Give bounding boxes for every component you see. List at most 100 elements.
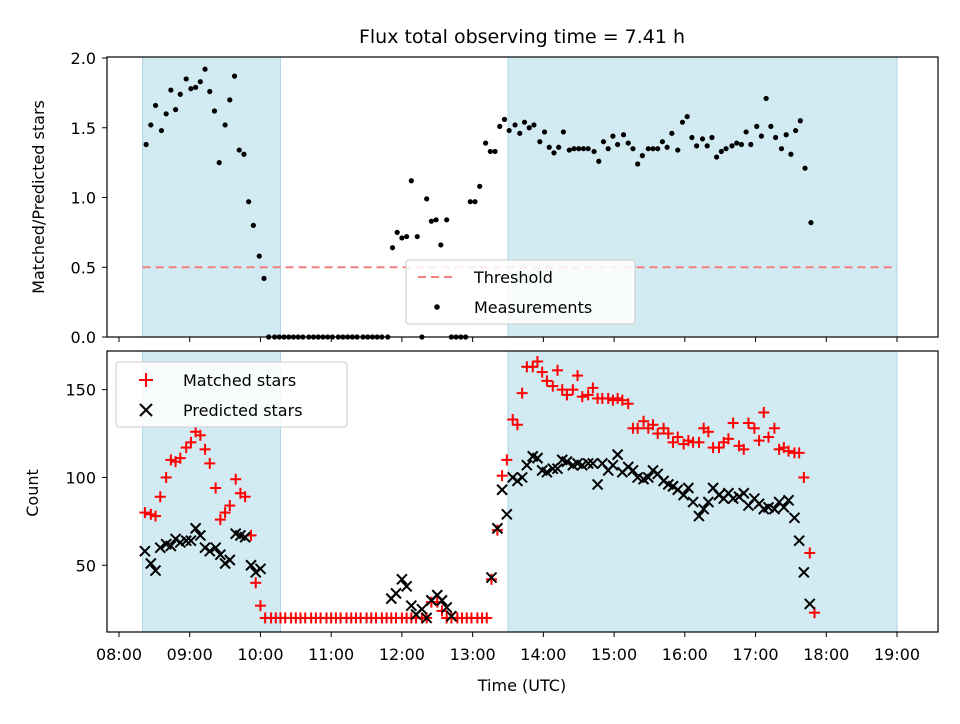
measurement-point	[610, 133, 616, 139]
measurement-point	[163, 111, 169, 117]
measurement-point	[709, 134, 715, 141]
predicted-star-point	[145, 557, 157, 570]
predicted-star-point	[561, 455, 573, 468]
measurement-point	[168, 87, 174, 93]
matched-stars-points	[139, 356, 820, 624]
x-tick-label: 19:00	[874, 645, 920, 664]
measurement-point	[428, 218, 434, 224]
x-tick-label: 17:00	[732, 645, 778, 664]
measurement-point	[793, 127, 799, 134]
measurement-point	[797, 118, 803, 124]
measurement-point	[236, 147, 242, 153]
measurement-point	[404, 233, 410, 240]
measurement-point	[541, 129, 548, 135]
matched-star-point	[491, 524, 503, 536]
measurement-point	[600, 139, 607, 145]
matched-star-point	[180, 442, 192, 454]
top-panel: 0.0 0.5 1.0 1.5 2.0 Flux total observing tim…	[29, 26, 939, 347]
bottom-plot-frame	[106, 350, 939, 633]
matched-star-point	[607, 394, 619, 406]
y-tick-label: 2.0	[71, 49, 96, 68]
predicted-star-point	[591, 478, 604, 491]
predicted-star-point	[400, 580, 413, 593]
bottom-x-ticks: 08:00 09:00 10:00 11:00 12:00 13:00 14:00 15:00…	[96, 632, 920, 664]
y-tick-label: 0.5	[71, 258, 96, 277]
measurement-point	[414, 233, 420, 240]
matched-star-point	[702, 426, 714, 438]
matched-star-point	[219, 507, 231, 519]
matched-star-point	[496, 470, 508, 482]
matched-star-point	[536, 366, 548, 378]
measurement-point	[723, 146, 729, 152]
measurement-point	[625, 140, 631, 146]
predicted-star-point	[682, 482, 695, 494]
matched-star-point	[174, 452, 186, 464]
predicted-star-point	[582, 457, 594, 470]
predicted-star-point	[405, 599, 418, 612]
predicted-star-point	[496, 484, 508, 496]
measurement-point	[512, 122, 518, 128]
measurement-point	[738, 141, 745, 148]
matched-star-point	[612, 392, 624, 404]
predicted-star-point	[782, 494, 795, 506]
y-tick-label: 1.0	[71, 189, 96, 208]
matched-star-point	[667, 436, 679, 448]
predicted-star-point	[491, 522, 504, 535]
measurement-point	[669, 130, 675, 136]
measurement-point	[566, 147, 572, 153]
measurement-point	[177, 91, 183, 97]
matched-star-point	[738, 443, 750, 455]
predicted-star-point	[165, 540, 177, 552]
predicted-star-point	[501, 508, 513, 521]
matched-star-point	[214, 514, 226, 526]
measurement-point	[143, 141, 149, 148]
measurement-point	[659, 139, 666, 145]
measurement-point	[211, 108, 218, 114]
matched-star-point	[481, 612, 493, 624]
measurement-point	[172, 107, 179, 113]
y-tick-label: 1.5	[71, 119, 96, 138]
measurement-point	[788, 151, 794, 157]
top-y-ticks: 0.0 0.5 1.0 1.5 2.0	[71, 49, 107, 347]
matched-star-point	[165, 454, 177, 466]
matched-star-point	[204, 457, 216, 469]
measurement-point	[256, 253, 262, 259]
measurement-point	[718, 148, 724, 155]
measurement-point	[492, 148, 498, 155]
legend-matched-swatch	[139, 373, 153, 387]
matched-star-point	[727, 417, 739, 429]
x-tick-label: 09:00	[167, 645, 213, 664]
legend-measurement-label: Measurements	[474, 298, 592, 317]
top-legend-box	[405, 259, 636, 325]
measurement-point	[699, 136, 706, 142]
measurement-point	[714, 154, 720, 160]
measurement-point	[394, 229, 400, 235]
measurement-point	[620, 132, 627, 138]
measurement-point	[615, 141, 621, 148]
matched-star-point	[742, 417, 754, 429]
measurement-point	[501, 116, 508, 122]
measurement-points	[143, 66, 814, 340]
measurement-point	[560, 129, 567, 135]
legend-threshold-label: Threshold	[473, 268, 553, 287]
measurement-point	[506, 127, 512, 134]
bottom-panel: 50 100 150 08:00 09:00 10:00 11:00 12:00 13:00 1…	[23, 350, 939, 695]
matched-star-point	[154, 491, 166, 503]
matched-star-point	[753, 435, 765, 447]
matched-star-point	[582, 389, 594, 401]
matched-star-point	[541, 375, 553, 387]
bottom-xlabel: Time (UTC)	[477, 676, 566, 695]
matched-star-point	[527, 361, 539, 373]
measurement-point	[734, 140, 740, 146]
matched-star-point	[763, 431, 775, 443]
bottom-legend: Matched stars Predicted stars	[115, 361, 348, 428]
matched-star-point	[638, 415, 650, 427]
predicted-star-point	[245, 559, 257, 571]
measurement-point	[694, 143, 700, 149]
measurement-point	[408, 178, 414, 184]
matched-star-point	[511, 419, 523, 431]
measurement-point	[763, 95, 769, 102]
matched-star-point	[516, 387, 528, 399]
matched-star-point	[662, 428, 674, 440]
